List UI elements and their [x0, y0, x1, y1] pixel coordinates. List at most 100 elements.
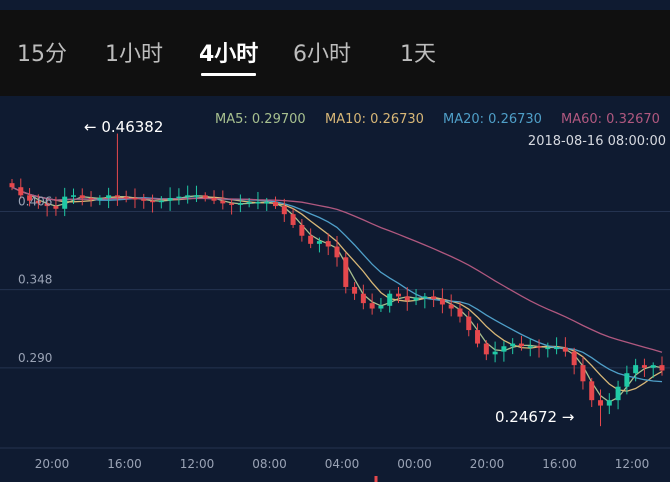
ma5-legend: MA5: 0.29700: [215, 112, 306, 127]
candle-body: [185, 195, 191, 197]
candle-body: [123, 196, 129, 199]
candle-body: [79, 195, 85, 198]
time-tick-label: 16:00: [542, 457, 577, 471]
candle-body: [598, 400, 604, 406]
candle-body: [220, 200, 226, 204]
candle-body: [501, 346, 507, 352]
candle-body: [624, 373, 630, 387]
candle-body: [360, 293, 366, 304]
candle-body: [9, 183, 15, 188]
candle-body: [273, 202, 279, 207]
candle-body: [237, 203, 243, 205]
candle-body: [158, 200, 164, 203]
candle-body: [18, 187, 24, 196]
candle-body: [44, 203, 50, 207]
candle-body: [255, 202, 261, 204]
candle-body: [325, 241, 331, 247]
candle-body: [70, 195, 76, 197]
tab-1d[interactable]: 1天: [400, 42, 436, 67]
candle-body: [299, 224, 305, 236]
candle-body: [316, 241, 322, 244]
candle-body: [475, 330, 481, 344]
candle-body: [457, 308, 463, 317]
candle-body: [536, 346, 542, 348]
candle-body: [35, 200, 41, 204]
candle-body: [176, 196, 182, 199]
max-price-marker: ← 0.46382: [84, 118, 163, 136]
candle-body: [97, 198, 103, 200]
crosshair-datetime: 2018-08-16 08:00:00: [528, 134, 666, 149]
ma10-legend: MA10: 0.26730: [325, 112, 424, 127]
candle-body: [53, 206, 59, 209]
candle-body: [431, 296, 437, 300]
interval-tab-bar: 15分 1小时 4小时 6小时 1天: [0, 10, 670, 96]
candle-body: [369, 303, 375, 309]
candle-body: [378, 305, 384, 309]
min-price-marker: 0.24672 →: [495, 408, 574, 426]
ma20-line: [11, 186, 663, 383]
chart-grid: [0, 210, 670, 449]
ma60-legend: MA60: 0.32670: [561, 112, 660, 127]
candle-body: [518, 343, 524, 347]
candle-body: [264, 202, 270, 204]
candle-body: [492, 351, 498, 355]
candle-body: [413, 297, 419, 301]
tab-6h[interactable]: 6小时: [293, 42, 351, 67]
price-tick-label: 0.406: [18, 194, 52, 208]
candle-body: [62, 196, 68, 209]
candle-body: [571, 351, 577, 366]
candle-body: [545, 347, 551, 350]
candle-body: [27, 195, 33, 201]
moving-average-lines: [11, 186, 663, 403]
candle-body: [308, 235, 314, 244]
candle-body: [211, 198, 217, 201]
candle-body: [439, 299, 445, 305]
candle-body: [141, 199, 147, 201]
candle-body: [106, 195, 112, 198]
time-tick-label: 20:00: [35, 457, 70, 471]
tab-1h[interactable]: 1小时: [105, 42, 163, 67]
candle-body: [114, 195, 120, 197]
ma60-line: [11, 186, 663, 353]
candle-body: [633, 365, 639, 374]
candle-body: [246, 202, 252, 204]
candle-body: [580, 365, 586, 382]
time-tick-label: 04:00: [325, 457, 360, 471]
candle-body: [589, 381, 595, 401]
time-tick-label: 00:00: [397, 457, 432, 471]
candle-body: [641, 365, 647, 368]
time-tick-label: 12:00: [615, 457, 650, 471]
time-tick-label: 20:00: [470, 457, 505, 471]
price-axis: 0.406 0.348 0.290: [18, 194, 52, 364]
time-tick-label: 12:00: [180, 457, 215, 471]
candle-body: [132, 198, 138, 200]
ma5-line: [11, 186, 663, 403]
candle-body: [615, 386, 621, 401]
candle-body: [466, 316, 472, 331]
candle-body: [281, 206, 287, 215]
candle-body: [650, 365, 656, 368]
candle-body: [352, 286, 358, 294]
candle-body: [422, 296, 428, 298]
candle-body: [343, 257, 349, 287]
tab-15m[interactable]: 15分: [17, 42, 67, 67]
candlestick-chart[interactable]: 0.406 0.348 0.290 20:00 16:00 12:00 08:00 04:0…: [0, 96, 670, 482]
candle-body: [334, 246, 340, 258]
status-bar-strip: [0, 0, 670, 10]
candle-body: [202, 195, 208, 198]
candle-body: [448, 304, 454, 309]
candle-body: [659, 365, 665, 371]
price-tick-label: 0.348: [18, 273, 52, 287]
tab-4h[interactable]: 4小时: [199, 40, 258, 76]
candle-body: [167, 198, 173, 201]
ma20-legend: MA20: 0.26730: [443, 112, 542, 127]
candle-body: [290, 214, 296, 225]
candle-body: [387, 293, 393, 306]
time-axis: 20:00 16:00 12:00 08:00 04:00 00:00 20:00 16:00…: [35, 457, 650, 471]
candle-body: [150, 200, 156, 203]
time-tick-label: 16:00: [107, 457, 142, 471]
candle-body: [483, 343, 489, 355]
time-tick-label: 08:00: [252, 457, 287, 471]
candle-body: [395, 293, 401, 297]
candles: [9, 133, 665, 427]
